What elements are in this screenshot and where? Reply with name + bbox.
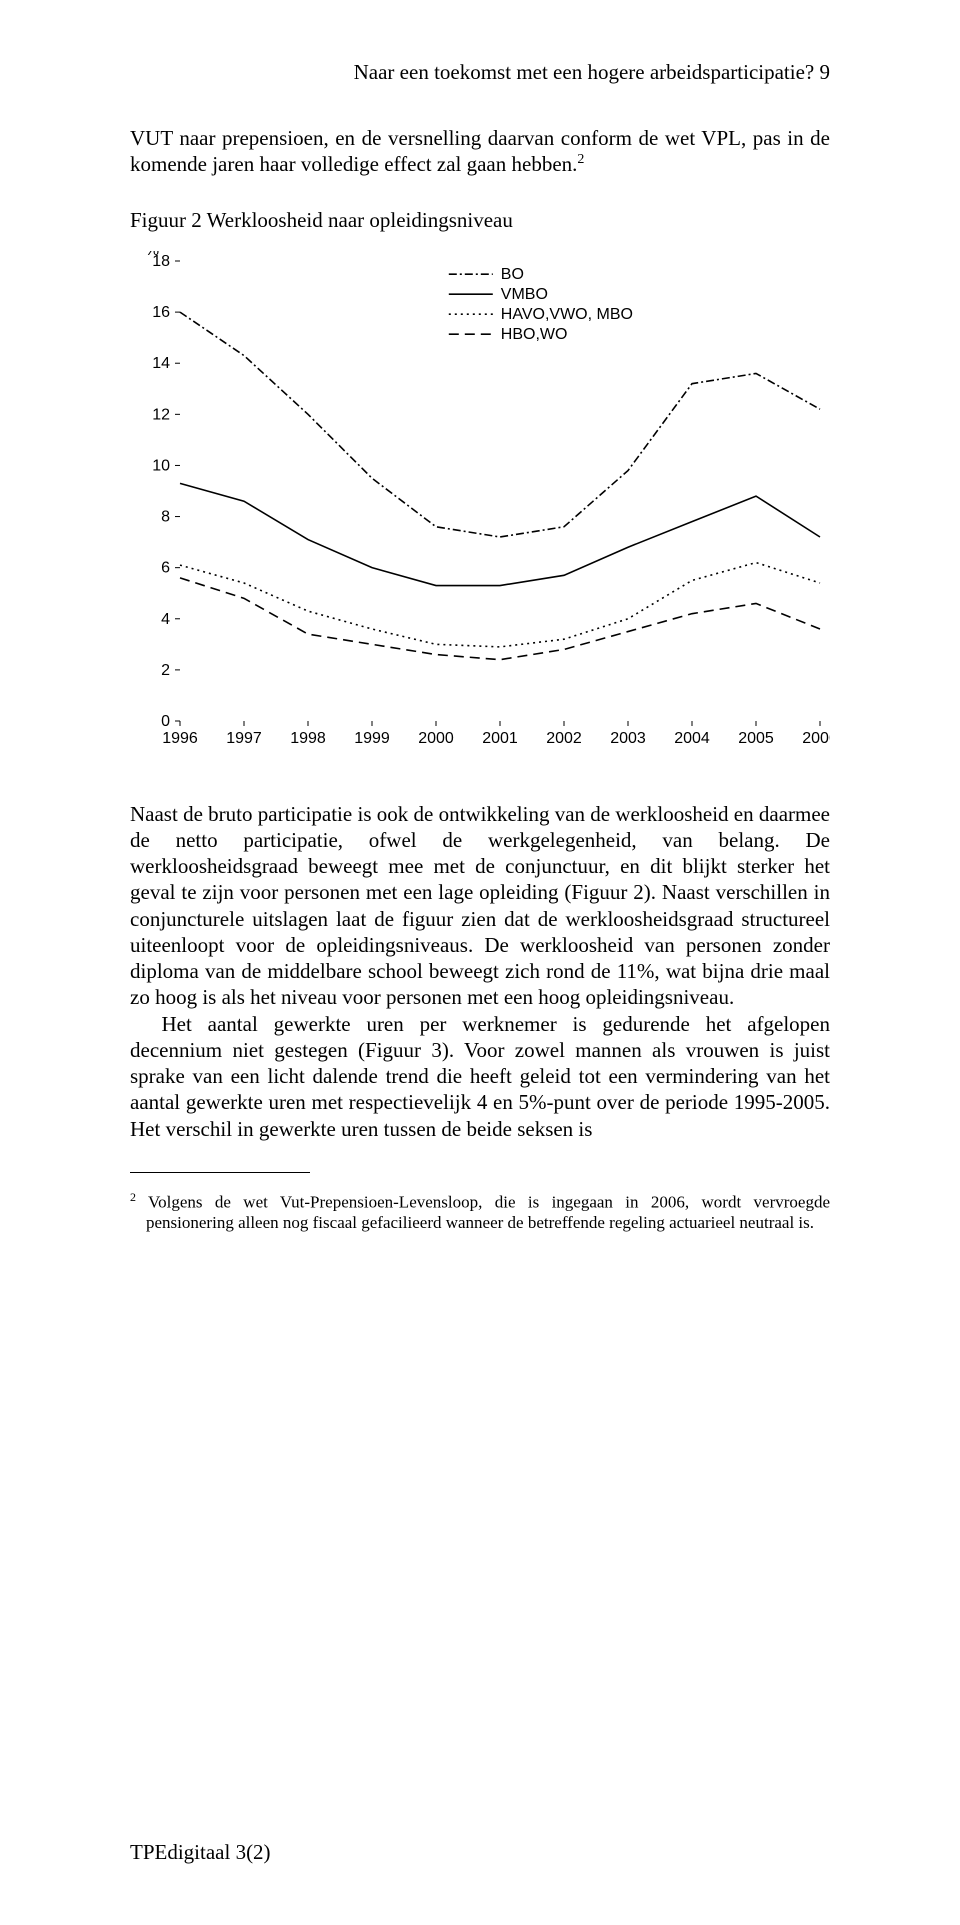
svg-text:1996: 1996 xyxy=(162,730,198,747)
intro-sup: 2 xyxy=(577,152,584,167)
body-paragraph-1: Naast de bruto participatie is ook de on… xyxy=(130,801,830,1011)
svg-text:4: 4 xyxy=(161,610,170,627)
chart-svg: 024681012141618%199619971998199920002001… xyxy=(130,251,830,761)
footnote: 2 Volgens de wet Vut-Prepensioen-Levensl… xyxy=(130,1190,830,1233)
svg-text:14: 14 xyxy=(152,355,170,372)
footer: TPEdigitaal 3(2) xyxy=(130,1840,271,1865)
svg-text:1997: 1997 xyxy=(226,730,262,747)
figure-caption: Figuur 2 Werkloosheid naar opleidingsniv… xyxy=(130,208,830,233)
svg-text:8: 8 xyxy=(161,508,170,525)
svg-text:%: % xyxy=(145,251,159,259)
svg-text:2: 2 xyxy=(161,661,170,678)
svg-text:BO: BO xyxy=(501,266,524,283)
svg-text:2004: 2004 xyxy=(674,730,710,747)
footnote-text: Volgens de wet Vut-Prepensioen-Levensloo… xyxy=(136,1192,830,1231)
svg-text:10: 10 xyxy=(152,457,170,474)
page: Naar een toekomst met een hogere arbeids… xyxy=(0,0,960,1925)
chart-figure-2: 024681012141618%199619971998199920002001… xyxy=(130,251,830,761)
intro-paragraph: VUT naar prepensioen, en de versnelling … xyxy=(130,125,830,178)
svg-text:2001: 2001 xyxy=(482,730,518,747)
svg-text:12: 12 xyxy=(152,406,170,423)
svg-text:0: 0 xyxy=(161,713,170,730)
footnote-rule xyxy=(130,1172,310,1173)
svg-text:1999: 1999 xyxy=(354,730,390,747)
svg-text:2005: 2005 xyxy=(738,730,774,747)
svg-text:2002: 2002 xyxy=(546,730,582,747)
svg-text:HAVO,VWO, MBO: HAVO,VWO, MBO xyxy=(501,306,633,323)
running-head: Naar een toekomst met een hogere arbeids… xyxy=(130,60,830,85)
svg-text:6: 6 xyxy=(161,559,170,576)
svg-text:2006: 2006 xyxy=(802,730,830,747)
svg-text:16: 16 xyxy=(152,304,170,321)
body-paragraph-2: Het aantal gewerkte uren per werknemer i… xyxy=(130,1011,830,1142)
svg-text:2003: 2003 xyxy=(610,730,646,747)
svg-text:2000: 2000 xyxy=(418,730,454,747)
svg-text:HBO,WO: HBO,WO xyxy=(501,326,568,343)
intro-text: VUT naar prepensioen, en de versnelling … xyxy=(130,126,830,176)
svg-text:1998: 1998 xyxy=(290,730,326,747)
svg-text:VMBO: VMBO xyxy=(501,286,548,303)
